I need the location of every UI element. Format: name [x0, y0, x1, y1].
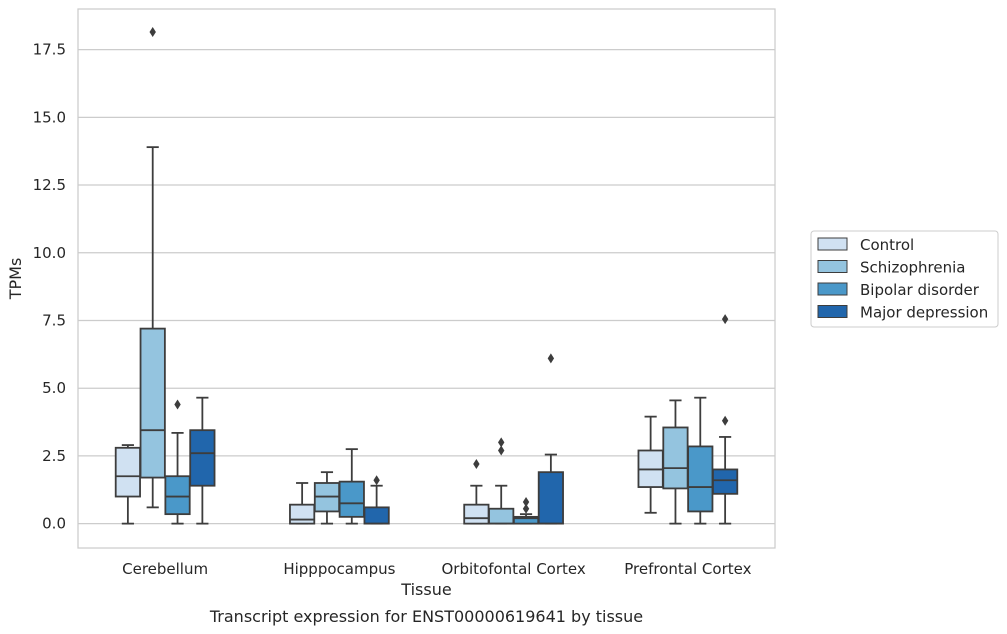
y-tick-label: 0.0	[42, 515, 66, 533]
box-major-depression	[189, 396, 216, 525]
box-iqr	[114, 446, 141, 498]
x-tick-label: Prefrontal Cortex	[624, 560, 751, 578]
legend: Control Schizophrenia Bipolar disorder Majo…	[810, 230, 999, 328]
legend-label: Bipolar disorder	[860, 281, 980, 299]
box-control	[637, 415, 664, 514]
outlier-point	[721, 415, 729, 426]
box-iqr	[139, 327, 166, 479]
box-iqr	[537, 471, 564, 525]
box-schizophrenia	[313, 471, 341, 525]
legend-label: Major depression	[860, 304, 988, 322]
outlier-point	[149, 27, 156, 38]
box-schizophrenia	[488, 437, 515, 525]
box-schizophrenia	[139, 27, 166, 509]
y-tick-label: 17.5	[33, 41, 66, 59]
box-bipolar-disorder	[687, 396, 714, 525]
outlier-point	[373, 475, 380, 486]
legend-label: Control	[860, 236, 914, 254]
box-control	[114, 444, 141, 525]
x-tick-labels: Cerebellum Hipppocampus Orbitofontal Corte…	[122, 560, 751, 578]
box-schizophrenia	[662, 399, 689, 525]
box-iqr	[289, 503, 316, 525]
box-major-depression	[712, 314, 739, 525]
box-iqr	[687, 445, 714, 513]
box-control	[289, 482, 316, 525]
outlier-point	[522, 503, 530, 514]
outlier-point	[473, 459, 480, 470]
outlier-point	[721, 314, 729, 325]
y-tick-labels: 0.0 2.5 5.0 7.5 10.0 12.5 15.0 17.5	[33, 41, 66, 533]
y-tick-label: 7.5	[42, 311, 66, 329]
outlier-point	[522, 496, 530, 507]
y-tick-label: 2.5	[42, 447, 66, 465]
legend-swatch	[817, 282, 848, 296]
box-iqr	[189, 429, 216, 487]
plot-frame	[77, 8, 776, 549]
legend-swatch	[817, 260, 848, 273]
box-major-depression	[537, 353, 564, 525]
box-iqr	[712, 468, 739, 495]
outlier-point	[547, 353, 555, 364]
y-tick-label: 10.0	[33, 244, 66, 262]
box-iqr	[488, 507, 515, 525]
y-tick-label: 15.0	[33, 108, 66, 126]
box-iqr	[363, 506, 390, 525]
box-bipolar-disorder	[164, 399, 191, 525]
outlier-point	[498, 445, 505, 456]
box-bipolar-disorder	[338, 448, 365, 525]
outlier-point	[174, 399, 181, 410]
legend-swatch	[817, 305, 848, 318]
y-axis-title: TPMs	[6, 258, 25, 301]
y-tick-label: 5.0	[42, 379, 66, 397]
outlier-point	[498, 437, 505, 448]
chart-caption: Transcript expression for ENST0000061964…	[209, 607, 643, 626]
box-iqr	[662, 426, 689, 490]
legend-label: Schizophrenia	[860, 259, 965, 277]
x-tick-label: Orbitofontal Cortex	[442, 560, 586, 578]
box-major-depression	[363, 475, 390, 525]
legend-swatch	[817, 237, 848, 251]
x-tick-label: Cerebellum	[122, 560, 208, 578]
box-bipolar-disorder	[512, 496, 540, 525]
box-iqr	[463, 503, 490, 525]
box-iqr	[164, 475, 191, 516]
legend-frame	[810, 230, 999, 328]
x-axis-title: Tissue	[400, 580, 451, 599]
x-tick-label: Hipppocampus	[283, 560, 395, 578]
box-iqr	[338, 480, 365, 518]
boxes	[114, 27, 739, 525]
y-tick-label: 12.5	[33, 176, 66, 194]
